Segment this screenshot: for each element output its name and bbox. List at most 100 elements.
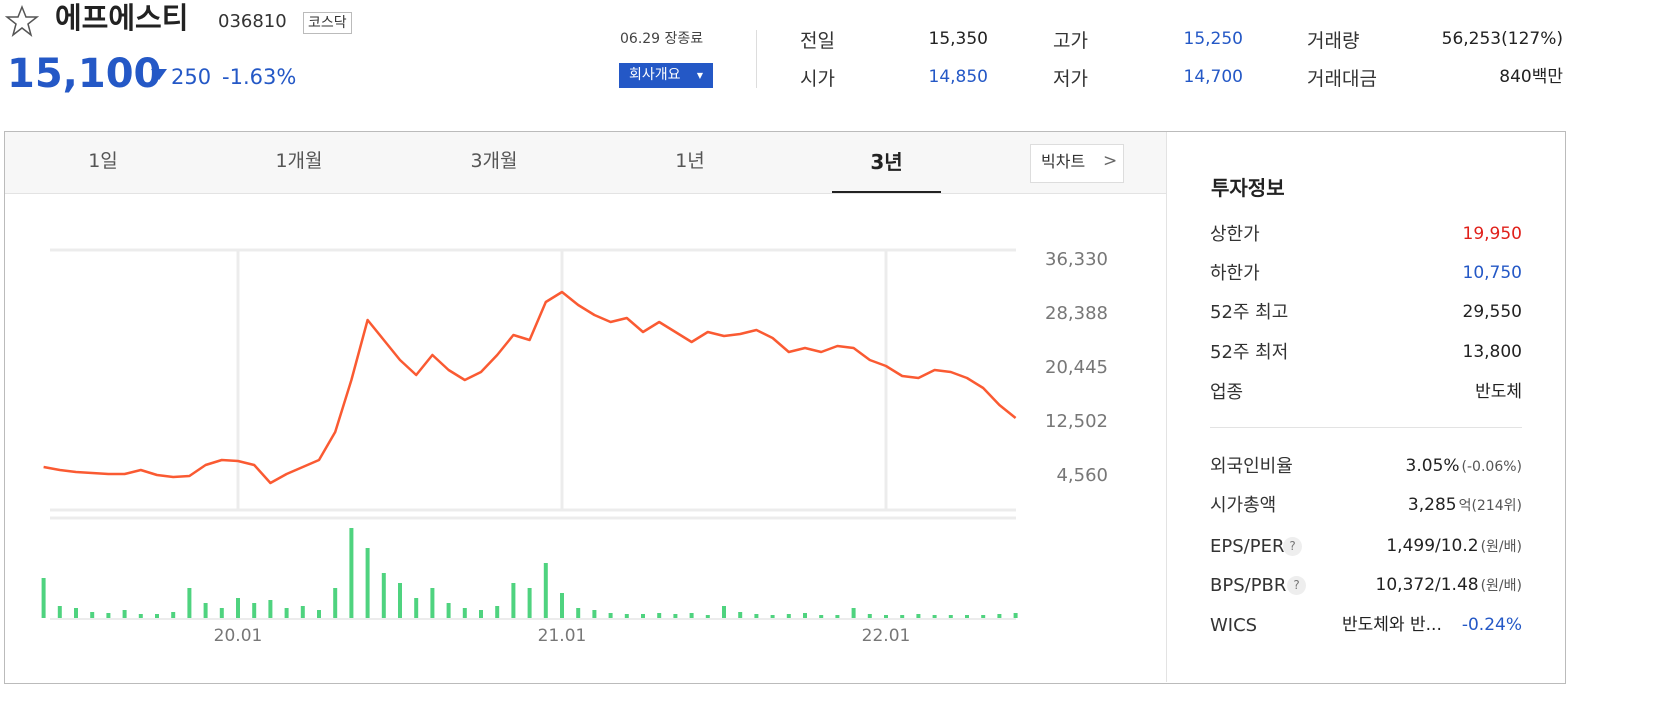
volume-bar: [57, 606, 62, 618]
volume-bar: [770, 615, 775, 618]
y-tick-label: 36,330: [1045, 249, 1108, 270]
price-line: [43, 290, 1017, 485]
quote-value: 14,850: [928, 67, 988, 87]
y-tick-label: 28,388: [1045, 303, 1108, 324]
invest-sub: 억(214위): [1458, 498, 1522, 514]
invest-value-group: 10,372/1.48 (원/배): [1300, 577, 1522, 594]
invest-value: 반도체와 반...: [1342, 615, 1442, 635]
favorite-star[interactable]: [5, 5, 39, 37]
volume-bar: [543, 563, 548, 618]
volume-bar: [576, 608, 581, 618]
tab-underline: [832, 191, 941, 193]
volume-bar: [997, 614, 1002, 618]
invest-label: 시가총액: [1210, 495, 1277, 516]
volume-bar: [414, 598, 419, 618]
invest-label: BPS/PBR: [1210, 575, 1287, 596]
invest-label: 업종: [1210, 382, 1244, 403]
volume-bar: [754, 614, 759, 618]
volume-bar: [738, 612, 743, 618]
down-arrow: [151, 69, 167, 80]
volume-bar: [138, 614, 143, 618]
volume-bar: [430, 588, 435, 618]
tab[interactable]: 1일: [88, 150, 118, 172]
tab[interactable]: 1개월: [275, 150, 323, 172]
invest-sub: (원/배): [1480, 578, 1522, 594]
volume-bar: [268, 600, 273, 618]
invest-value: 10,750: [1462, 263, 1522, 283]
volume-bar: [300, 606, 305, 618]
volume-bar: [932, 615, 937, 618]
invest-value: 13,800: [1462, 342, 1522, 362]
volume-bar: [900, 615, 905, 618]
volume-bar: [479, 610, 483, 618]
invest-value-group: 3,285 억(214위): [1300, 497, 1522, 514]
quote-label: 거래량: [1307, 30, 1360, 52]
invest-sub: -0.24%: [1461, 615, 1522, 635]
volume-bar: [722, 606, 726, 618]
volume-bar: [349, 528, 354, 618]
divider: [756, 30, 757, 88]
volume-bar: [608, 613, 613, 618]
invest-value: 반도체: [1475, 382, 1522, 402]
volume-bar: [90, 612, 95, 618]
invest-label: 외국인비율: [1210, 456, 1293, 477]
volume-bar: [398, 583, 402, 618]
volume-bar: [236, 598, 240, 618]
invest-label: WICS: [1210, 615, 1258, 636]
change: 250: [171, 65, 212, 89]
volume-bar: [948, 615, 953, 618]
volume-bar: [641, 614, 645, 618]
invest-value-group: 1,499/10.2 (원/배): [1300, 538, 1522, 555]
invest-sub: (-0.06%): [1461, 459, 1522, 475]
invest-value: 3.05%: [1405, 456, 1460, 476]
volume-bar: [851, 608, 856, 618]
company-button[interactable]: 회사개요 ▼: [619, 63, 713, 88]
volume-bar: [705, 615, 710, 618]
volume-bar: [462, 608, 467, 618]
volume-bar: [74, 608, 78, 618]
invest-value: 29,550: [1462, 302, 1522, 322]
tab-active[interactable]: 3년: [870, 150, 903, 174]
volume-bar: [106, 613, 111, 618]
quote-label: 거래대금: [1307, 68, 1377, 90]
volume-bar: [365, 548, 370, 618]
tab-bar: [5, 132, 1166, 194]
invest-title: 투자정보: [1211, 176, 1285, 200]
volume-bar: [527, 588, 532, 618]
stock-code: 036810: [218, 11, 287, 32]
volume-bar: [867, 614, 872, 618]
volume-bar: [122, 610, 127, 618]
x-tick-label: 21.01: [538, 626, 587, 646]
invest-label: 52주 최고: [1210, 302, 1289, 323]
quote-value: 15,350: [928, 29, 988, 49]
invest-divider: [1210, 427, 1522, 428]
volume-bar: [317, 610, 321, 618]
y-tick-label: 20,445: [1045, 357, 1108, 378]
tab[interactable]: 1년: [675, 150, 705, 172]
volume-bar: [511, 583, 516, 618]
invest-value: 19,950: [1462, 224, 1522, 244]
volume-bar: [203, 603, 208, 618]
tab[interactable]: 3개월: [470, 150, 518, 172]
y-tick-label: 4,560: [1056, 465, 1108, 486]
invest-value: 10,372/1.48: [1375, 575, 1479, 595]
volume-bar: [219, 608, 224, 618]
price: 15,100: [7, 51, 162, 97]
quote-label: 저가: [1053, 68, 1088, 90]
volume-bar: [187, 588, 192, 618]
x-tick-label: 22.01: [862, 626, 911, 646]
volume-bar: [786, 614, 791, 618]
quote-label: 고가: [1053, 30, 1088, 52]
invest-sub: (원/배): [1480, 539, 1522, 555]
big-chart-button[interactable]: 빅차트 >: [1030, 144, 1124, 183]
quote-value: 56,253(127%): [1441, 29, 1563, 49]
volume-bar: [673, 614, 678, 618]
volume-bar: [803, 613, 807, 618]
y-tick-label: 12,502: [1045, 411, 1108, 432]
panel-divider: [1166, 132, 1167, 682]
invest-value: 1,499/10.2: [1386, 536, 1479, 556]
company-button-label: 회사개요: [629, 67, 681, 83]
volume-bar: [624, 614, 629, 618]
invest-value-group: 반도체와 반... -0.24%: [1300, 617, 1522, 634]
stock-name: 에프에스티: [55, 1, 189, 35]
